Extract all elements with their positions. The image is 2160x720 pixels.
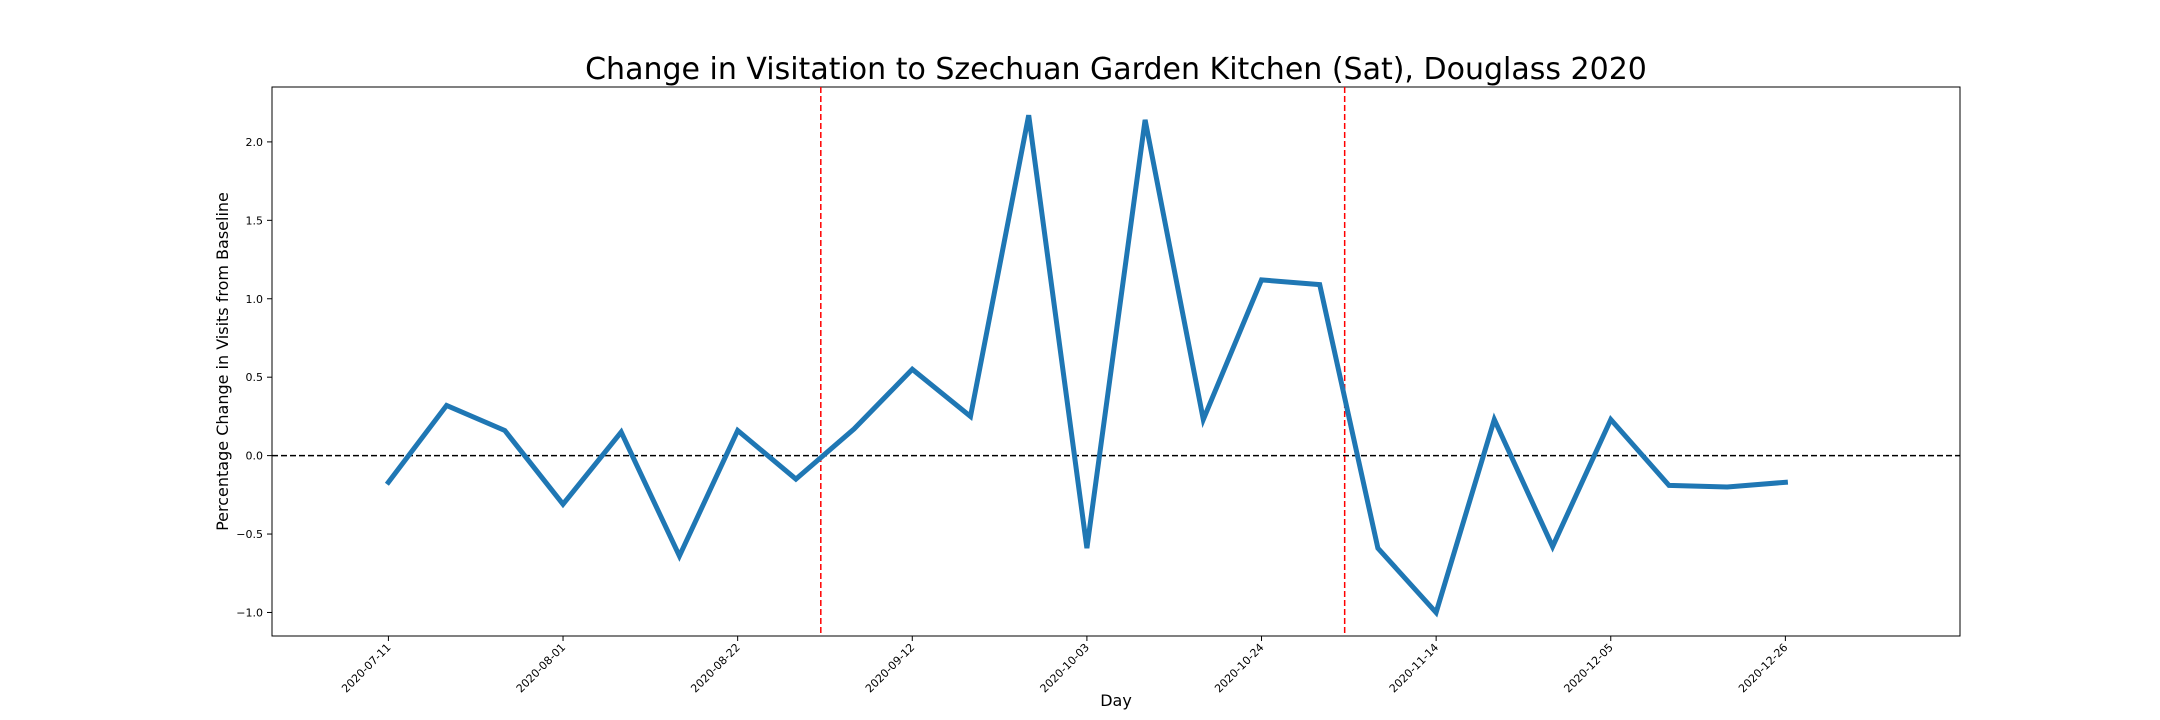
y-tick-label: −1.0 [236, 606, 263, 619]
y-tick-label: 2.0 [246, 136, 264, 149]
x-tick-label: 2020-12-26 [1736, 641, 1790, 695]
x-tick-label: 2020-07-11 [339, 641, 393, 695]
x-tick-label: 2020-08-22 [688, 641, 742, 695]
y-axis-title: Percentage Change in Visits from Baselin… [213, 192, 232, 531]
x-tick-label: 2020-10-03 [1038, 641, 1092, 695]
y-tick-label: 1.5 [246, 214, 264, 227]
x-tick-label: 2020-12-05 [1561, 641, 1615, 695]
x-tick-label: 2020-09-12 [863, 641, 917, 695]
x-tick-label: 2020-10-24 [1212, 641, 1266, 695]
y-tick-label: 0.0 [246, 450, 264, 463]
series-line [384, 114, 1789, 618]
x-axis-title: Day [1100, 691, 1132, 710]
x-tick-label: 2020-08-01 [514, 641, 568, 695]
y-tick-label: 1.0 [246, 293, 264, 306]
chart-title: Change in Visitation to Szechuan Garden … [585, 52, 1647, 87]
y-tick-label: −0.5 [236, 528, 263, 541]
plot-area: −1.0 −0.5 0.0 0.5 1.0 1.5 2.0 2020-07-11 2020-08… [236, 86, 1961, 695]
y-tick-label: 0.5 [246, 371, 264, 384]
x-tick-label: 2020-11-14 [1387, 641, 1441, 695]
plot-frame [271, 86, 1961, 637]
